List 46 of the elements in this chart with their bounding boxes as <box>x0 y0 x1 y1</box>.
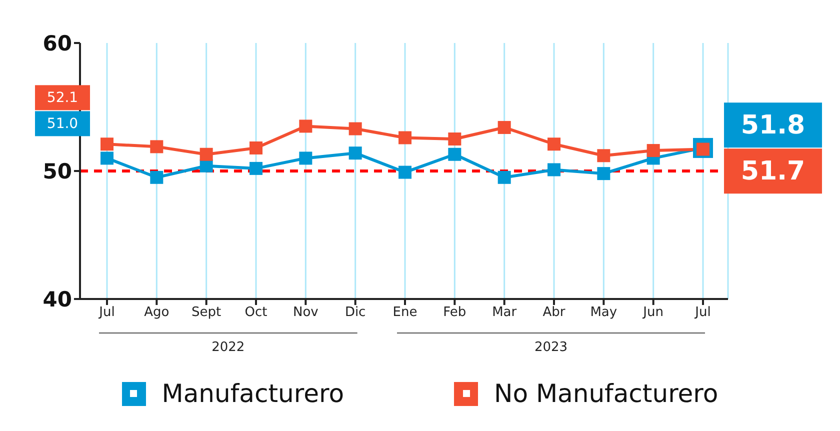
point <box>597 167 610 180</box>
x-tick-label: Jun <box>642 305 664 320</box>
point <box>299 152 312 165</box>
point <box>597 149 610 162</box>
point <box>299 120 312 133</box>
point <box>250 162 262 175</box>
point <box>398 131 412 144</box>
point <box>448 148 462 161</box>
point <box>348 146 362 160</box>
point <box>498 170 511 184</box>
x-tick-label: Ene <box>392 305 418 320</box>
y-tick-label: 60 <box>42 31 72 56</box>
x-tick-label: Dic <box>344 305 366 320</box>
x-tick-label: Sept <box>192 305 222 320</box>
data-label: 51.0 <box>46 116 78 132</box>
data-label: 51.8 <box>740 110 806 141</box>
x-tick-label: Feb <box>443 305 466 320</box>
point <box>348 122 362 136</box>
x-tick-label: Ago <box>144 305 170 320</box>
point <box>250 141 262 154</box>
x-tick-label: Oct <box>244 305 268 320</box>
data-label: 51.7 <box>740 156 806 187</box>
point <box>448 132 462 146</box>
y-tick-label: 50 <box>42 159 72 184</box>
y-tick-label: 40 <box>42 287 72 312</box>
x-tick-label: Jul <box>98 305 115 320</box>
point <box>150 170 164 184</box>
x-tick-label: Abr <box>542 305 566 320</box>
x-tick-label: May <box>590 305 618 320</box>
x-tick-label: Mar <box>492 305 518 320</box>
legend-label: Manufacturero <box>162 379 344 408</box>
point <box>200 148 213 161</box>
data-label: 52.1 <box>46 90 78 106</box>
point <box>150 140 164 154</box>
point <box>398 166 412 179</box>
text: 2022 <box>212 340 245 355</box>
point <box>100 152 114 165</box>
point <box>548 138 560 151</box>
point <box>646 144 660 158</box>
legend-label: No Manufacturero <box>494 379 718 408</box>
point <box>100 138 114 151</box>
point <box>548 163 560 176</box>
x-tick-label: Nov <box>292 305 319 320</box>
x-tick-label: Jul <box>694 305 711 320</box>
point <box>498 120 511 134</box>
text: 2023 <box>534 340 568 355</box>
